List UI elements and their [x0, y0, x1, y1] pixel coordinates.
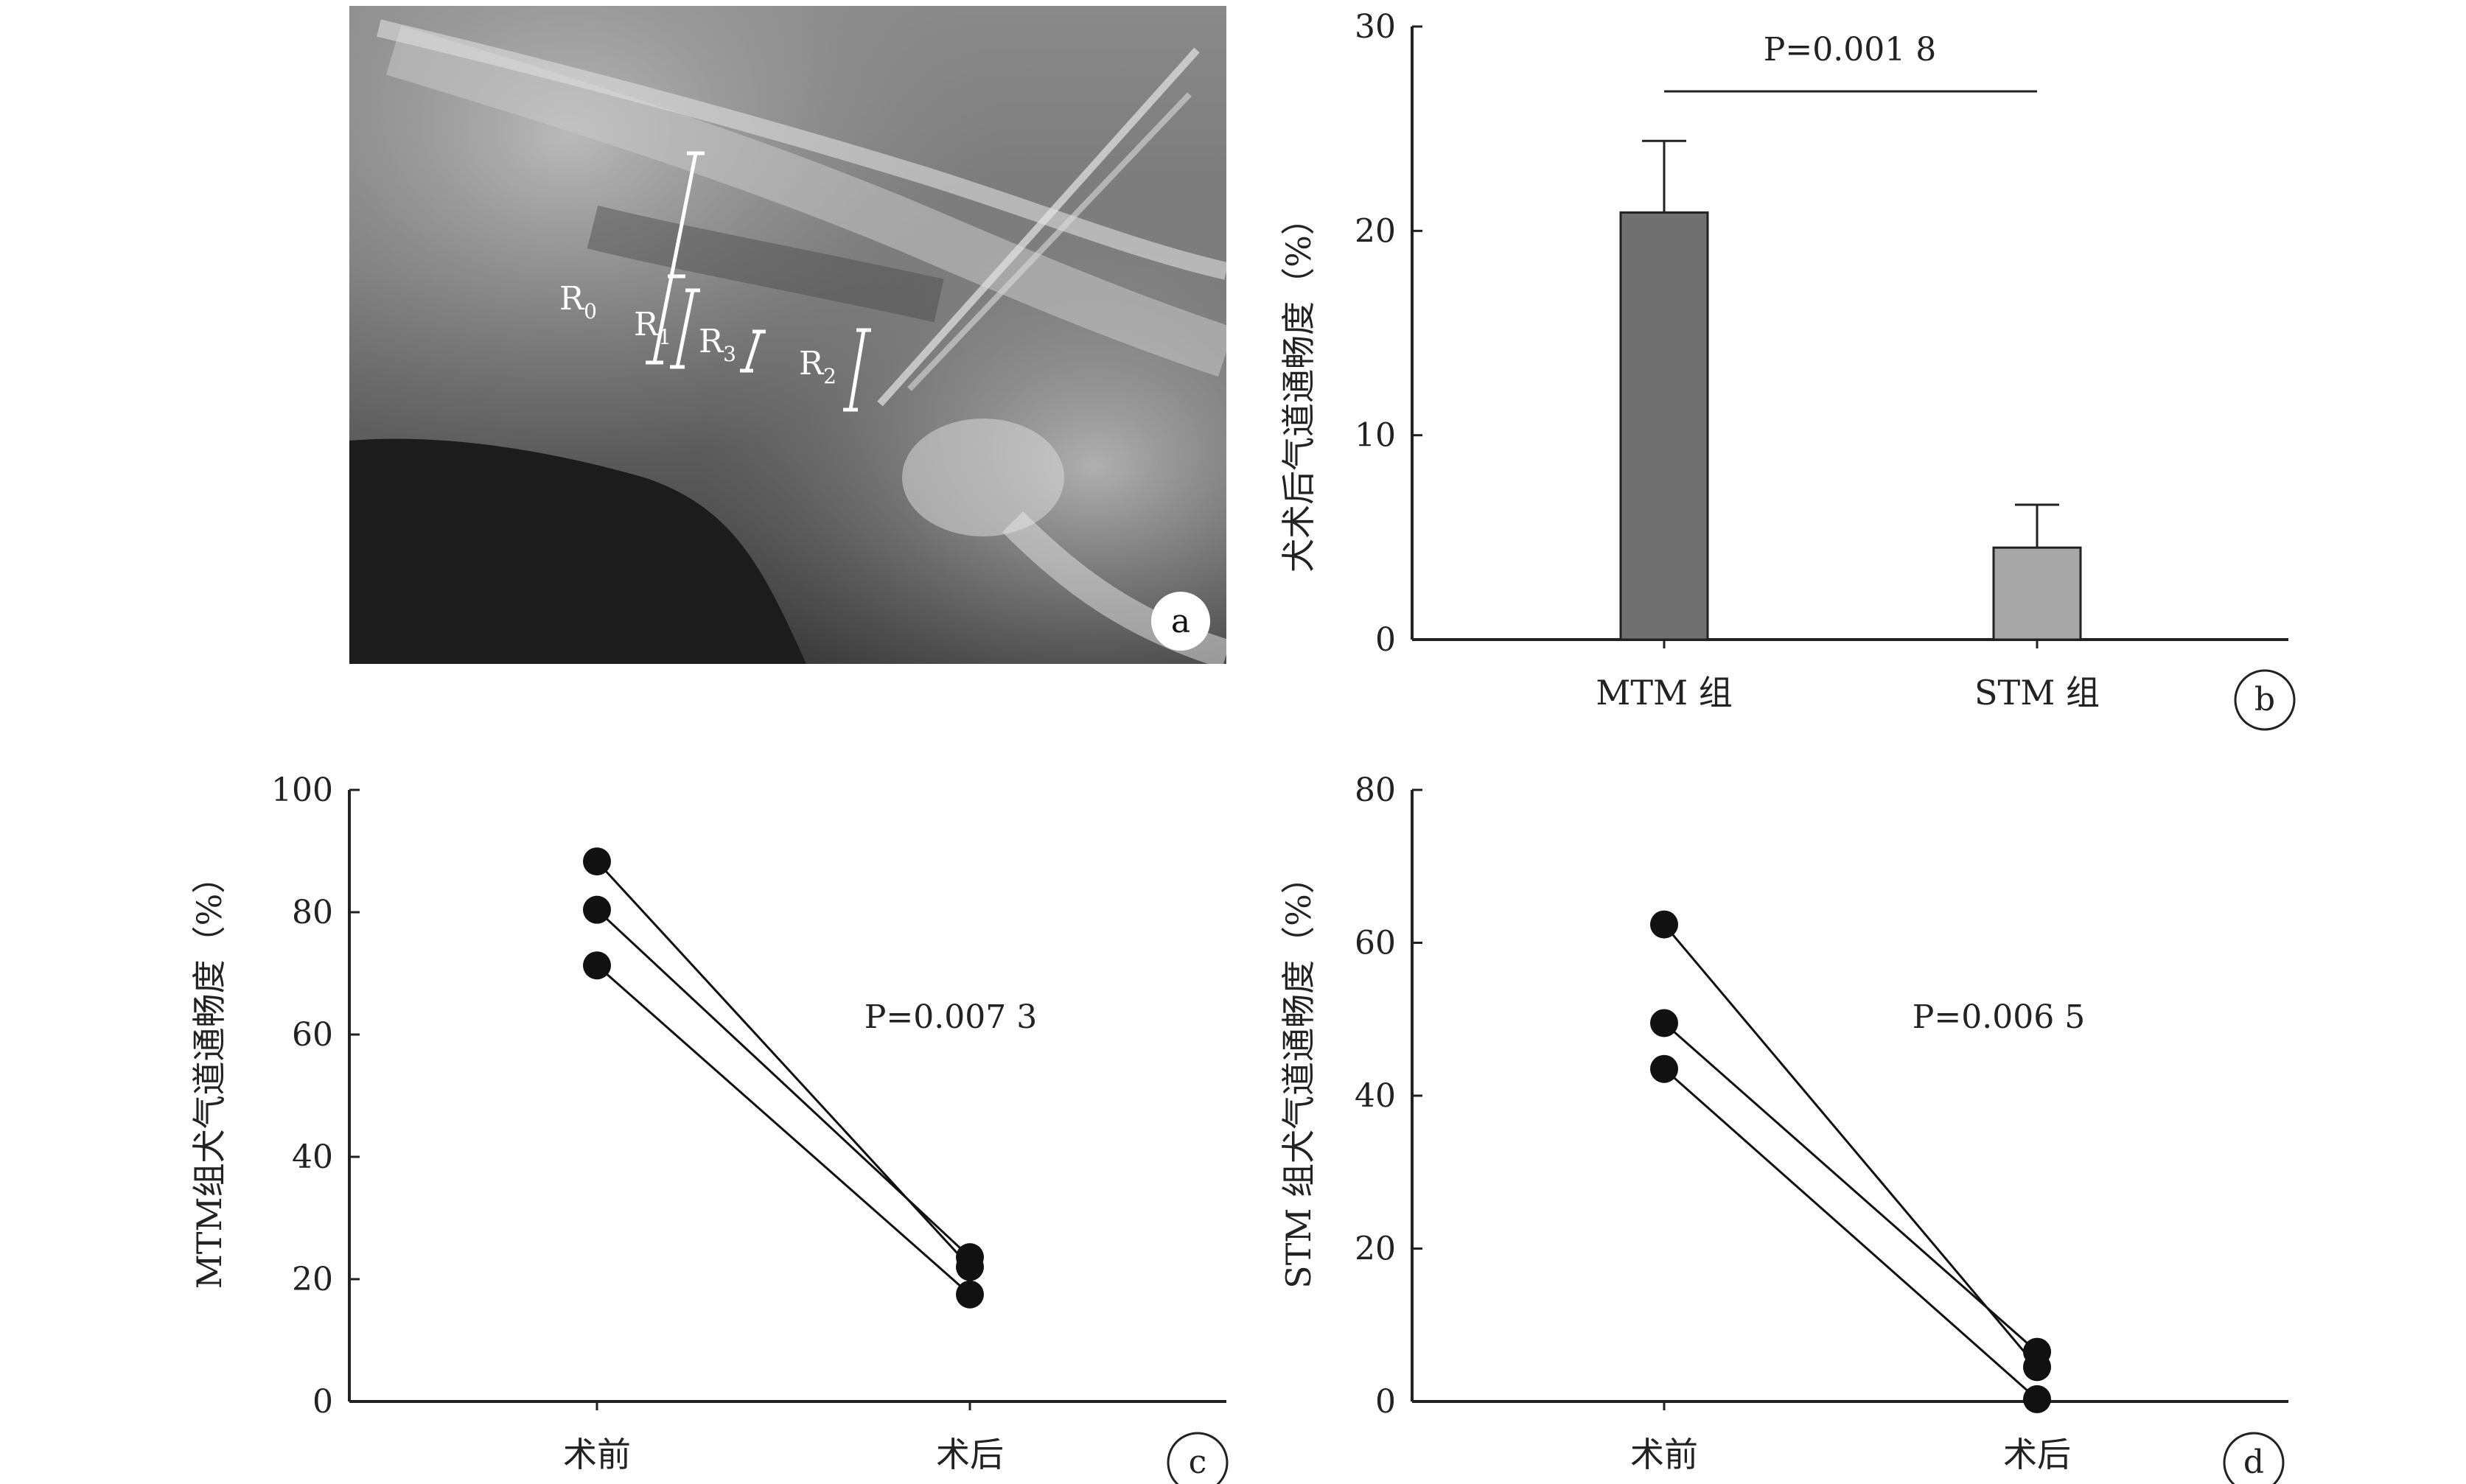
c-series-line-1	[595, 909, 971, 1259]
panel-d-label-circle	[2223, 1432, 2285, 1484]
b-x-tick-label: MTM 组	[1596, 673, 1733, 713]
bar-0	[1619, 211, 1709, 641]
c-x-tick-label: 术后	[936, 1435, 1004, 1474]
panel-c-label: c	[1189, 1443, 1207, 1481]
d-series-line-0	[1663, 923, 2039, 1368]
d-point-post-2	[2023, 1385, 2051, 1413]
d-y-tick-label: 20	[1355, 1231, 1396, 1268]
c-y-tick-label: 100	[271, 771, 333, 809]
c-y-tick-label: 0	[312, 1383, 333, 1421]
c-y-tick-label: 80	[292, 894, 333, 931]
c-y-axis-label: MTM组犬气道通畅度（%）	[189, 860, 229, 1289]
segment-label-r3: R3	[699, 323, 736, 366]
panel-a-label: a	[1171, 603, 1190, 640]
b-y-tick-label: 10	[1355, 417, 1396, 455]
bar-1	[1992, 546, 2082, 641]
d-y-tick-label: 0	[1375, 1383, 1396, 1421]
c-point-post-2	[956, 1280, 984, 1309]
d-series-line-2	[1663, 1068, 2038, 1401]
b-y-tick-label: 20	[1355, 212, 1396, 250]
b-y-tick-label: 30	[1355, 8, 1396, 46]
panel-d-label: d	[2243, 1443, 2264, 1481]
c-point-post-1	[956, 1243, 984, 1272]
b-x-tick-label: STM 组	[1974, 673, 2100, 713]
d-y-tick-label: 60	[1355, 925, 1396, 962]
d-point-pre-2	[1650, 1054, 1678, 1083]
panel-b-label: b	[2254, 681, 2275, 718]
measurement-bars	[646, 151, 871, 412]
c-x-tick-label: 术前	[563, 1435, 631, 1474]
d-x-tick-label: 术前	[1630, 1435, 1698, 1474]
segment-label-r0: R0	[559, 280, 597, 323]
c-y-tick-label: 40	[292, 1138, 333, 1176]
d-series-line-1	[1663, 1022, 2038, 1353]
c-point-pre-1	[583, 895, 611, 924]
d-y-tick-label: 40	[1355, 1077, 1396, 1115]
b-y-tick-label: 0	[1375, 621, 1396, 659]
panel-c-label-circle	[1167, 1432, 1229, 1484]
b-p-value: P=0.001 8	[1764, 31, 1936, 69]
c-point-pre-2	[583, 951, 611, 980]
d-y-axis-label: STM 组犬气道通畅度（%）	[1279, 860, 1318, 1289]
mtm-line-chart-panel: 0 20 40 60 80 100 术前 术后 P=0.007 3 MTM组犬气道通畅度（%）…	[189, 771, 1229, 1484]
radiograph-drawing: R0 R1 R3 R2 a	[349, 6, 1226, 664]
panel-a-label-circle	[1151, 592, 1210, 651]
d-x-tick-label: 术后	[2003, 1435, 2071, 1474]
d-p-value: P=0.006 5	[1913, 998, 2085, 1036]
d-point-pre-1	[1650, 1009, 1678, 1037]
c-p-value: P=0.007 3	[865, 998, 1037, 1036]
c-y-tick-label: 20	[292, 1261, 333, 1298]
panel-b-label-circle	[2234, 669, 2296, 731]
radiograph-panel: R0 R1 R3 R2 a	[349, 6, 1226, 664]
stm-line-chart-panel: 0 20 40 60 80 术前 术后 P=0.006 5 STM 组犬气道通畅度（%） d	[1279, 771, 2288, 1484]
c-series-line-2	[596, 965, 971, 1295]
b-y-axis-label: 犬术后气道通畅度（%）	[1279, 201, 1318, 573]
segment-label-r2: R2	[799, 345, 836, 388]
c-y-tick-label: 60	[292, 1016, 333, 1054]
segment-label-r1: R1	[634, 306, 671, 349]
d-point-post-1	[2023, 1337, 2051, 1366]
d-y-tick-label: 80	[1355, 771, 1396, 809]
d-point-pre-0	[1650, 910, 1678, 939]
c-point-pre-0	[583, 847, 611, 876]
